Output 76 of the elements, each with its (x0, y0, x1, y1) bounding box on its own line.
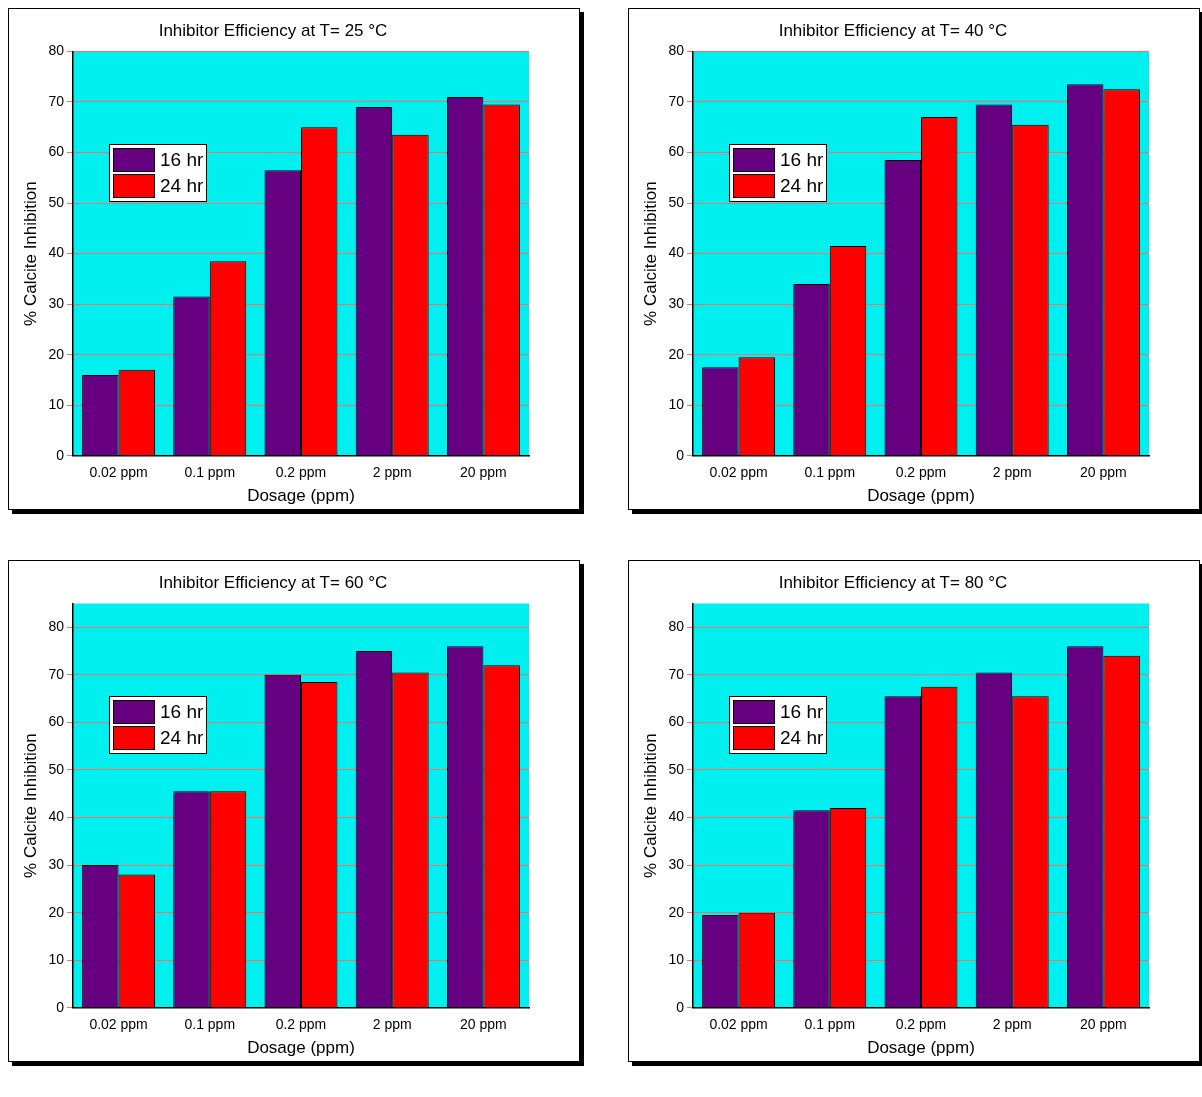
y-axis-title: % Calcite Inhibition (20, 733, 40, 878)
chart-title: Inhibitor Efficiency at T= 80 °C (778, 572, 1008, 592)
y-tick-label: 20 (48, 903, 65, 920)
x-tick-label: 20 ppm (460, 1016, 507, 1033)
y-axis-title: % Calcite Inhibition (640, 733, 660, 878)
x-tick-label: 20 ppm (1080, 1016, 1127, 1033)
y-tick-label: 70 (668, 665, 685, 682)
x-tick-label: 0.1 ppm (184, 1016, 236, 1033)
y-tick-label: 50 (48, 193, 65, 210)
y-tick-label: 20 (48, 345, 65, 362)
y-tick-label: 40 (48, 808, 65, 825)
x-tick-label: 0.02 ppm (89, 1016, 148, 1033)
x-tick-label: 0.2 ppm (895, 1016, 947, 1033)
legend-label: 16 hr (160, 149, 204, 171)
y-tick-label: 80 (668, 618, 685, 635)
y-tick-label: 50 (48, 760, 65, 777)
x-tick-label: 2 ppm (372, 464, 412, 481)
legend-label: 16 hr (780, 149, 824, 171)
y-tick-label: 80 (48, 618, 65, 635)
x-tick-label: 0.1 ppm (804, 464, 856, 481)
legend-label: 16 hr (160, 701, 204, 723)
y-tick-label: 70 (668, 92, 685, 109)
legend-label: 16 hr (780, 701, 824, 723)
x-tick-label: 0.2 ppm (275, 1016, 327, 1033)
y-tick-label: 40 (48, 244, 65, 261)
y-tick-label: 0 (56, 998, 65, 1015)
x-tick-label: 0.1 ppm (184, 464, 236, 481)
legend-label: 24 hr (780, 175, 824, 197)
y-tick-label: 10 (48, 951, 65, 968)
x-axis-title: Dosage (ppm) (247, 1038, 355, 1058)
x-tick-label: 20 ppm (1080, 464, 1127, 481)
y-tick-label: 70 (48, 92, 65, 109)
y-tick-label: 50 (668, 760, 685, 777)
y-tick-label: 50 (668, 193, 685, 210)
y-tick-label: 70 (48, 665, 65, 682)
y-tick-label: 0 (676, 998, 685, 1015)
x-tick-label: 20 ppm (460, 464, 507, 481)
y-tick-label: 30 (668, 855, 685, 872)
legend-label: 24 hr (780, 727, 824, 749)
y-tick-label: 60 (668, 713, 685, 730)
y-tick-label: 0 (56, 446, 65, 463)
y-tick-label: 10 (48, 396, 65, 413)
x-tick-label: 2 ppm (372, 1016, 412, 1033)
x-axis-title: Dosage (ppm) (247, 486, 355, 506)
x-tick-label: 0.1 ppm (804, 1016, 856, 1033)
y-tick-label: 60 (668, 143, 685, 160)
x-tick-label: 2 ppm (992, 1016, 1032, 1033)
chart-title: Inhibitor Efficiency at T= 40 °C (778, 20, 1008, 40)
y-tick-label: 10 (668, 951, 685, 968)
chart-title: Inhibitor Efficiency at T= 60 °C (158, 572, 388, 592)
y-tick-label: 0 (676, 446, 685, 463)
y-axis-title: % Calcite Inhibition (20, 181, 40, 326)
legend-label: 24 hr (160, 727, 204, 749)
x-axis-title: Dosage (ppm) (867, 1038, 975, 1058)
y-tick-label: 30 (48, 855, 65, 872)
y-tick-label: 80 (668, 42, 685, 59)
y-tick-label: 40 (668, 244, 685, 261)
x-axis-title: Dosage (ppm) (867, 486, 975, 506)
y-tick-label: 10 (668, 396, 685, 413)
x-tick-label: 0.2 ppm (895, 464, 947, 481)
x-tick-label: 0.02 ppm (89, 464, 148, 481)
y-tick-label: 80 (48, 42, 65, 59)
y-tick-label: 20 (668, 903, 685, 920)
x-tick-label: 0.2 ppm (275, 464, 327, 481)
legend-label: 24 hr (160, 175, 204, 197)
y-axis-title: % Calcite Inhibition (640, 181, 660, 326)
x-tick-label: 2 ppm (992, 464, 1032, 481)
y-tick-label: 60 (48, 713, 65, 730)
x-tick-label: 0.02 ppm (709, 464, 768, 481)
y-tick-label: 40 (668, 808, 685, 825)
chart-title: Inhibitor Efficiency at T= 25 °C (158, 20, 388, 40)
y-tick-label: 20 (668, 345, 685, 362)
y-tick-label: 60 (48, 143, 65, 160)
y-tick-label: 30 (48, 295, 65, 312)
x-tick-label: 0.02 ppm (709, 1016, 768, 1033)
y-tick-label: 30 (668, 295, 685, 312)
